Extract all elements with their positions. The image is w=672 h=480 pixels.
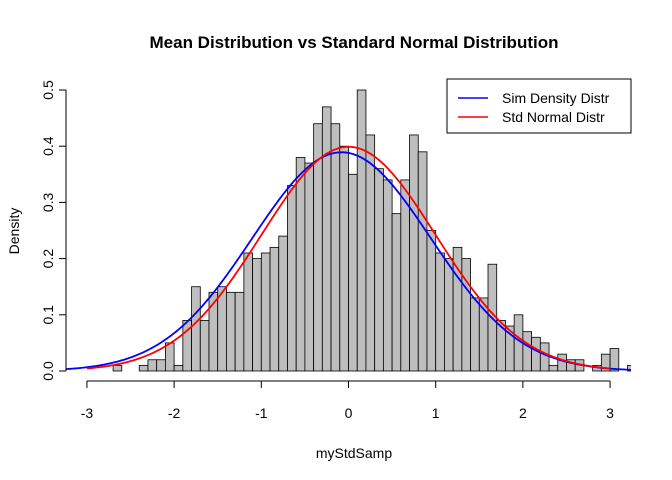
x-tick-label: 1 [432, 405, 440, 421]
legend: Sim Density Distr Std Normal Distr [446, 78, 632, 134]
histogram-bar [400, 179, 410, 372]
histogram-bar [164, 342, 175, 372]
histogram-bar [217, 286, 227, 372]
histogram-bar [365, 134, 376, 372]
histogram-bar [348, 173, 358, 372]
histogram-bar [522, 331, 533, 372]
legend-label-sim-density: Sim Density Distr [502, 90, 610, 106]
histogram-bar [409, 134, 419, 372]
histogram-bar [470, 297, 480, 372]
histogram-bar [295, 157, 306, 372]
std-normal-curve [86, 145, 611, 370]
histogram-bar [191, 286, 201, 372]
histogram-bar [444, 258, 454, 372]
histogram-bar [138, 364, 149, 372]
histogram-bar [426, 230, 437, 372]
y-tick-label: 0.5 [40, 80, 56, 100]
x-axis: -3 -2 -1 0 1 2 3 [81, 380, 614, 421]
histogram-bar [339, 145, 349, 372]
y-axis: 0.0 0.1 0.2 0.3 0.4 0.5 [40, 80, 67, 381]
y-tick-label: 0.0 [40, 361, 56, 381]
histogram-bar [496, 320, 506, 372]
histogram-bar [260, 252, 271, 372]
histogram-bar [609, 348, 620, 372]
density-curves [66, 145, 631, 371]
y-tick-label: 0.1 [40, 305, 56, 325]
histogram-bar [391, 213, 402, 372]
x-tick-label: -1 [255, 405, 268, 421]
chart-title: Mean Distribution vs Standard Normal Dis… [150, 33, 559, 52]
histogram-bar [417, 151, 428, 372]
x-tick-label: -3 [81, 405, 94, 421]
histogram-bar [243, 252, 253, 372]
histogram-bar [548, 364, 559, 372]
x-axis-label: myStdSamp [316, 445, 392, 461]
legend-box [446, 78, 632, 134]
histogram-bar [304, 162, 315, 372]
histogram-bar [112, 364, 123, 372]
histogram-bar [435, 252, 445, 372]
y-tick-label: 0.4 [40, 136, 56, 156]
x-tick-label: -2 [168, 405, 181, 421]
histogram-bar [452, 246, 463, 372]
histogram-bar [330, 123, 341, 372]
histogram-bar [374, 168, 384, 372]
x-tick-label: 3 [606, 405, 614, 421]
histogram-bar [539, 342, 550, 372]
histogram-bar [557, 353, 567, 372]
legend-label-std-normal: Std Normal Distr [502, 109, 605, 125]
y-tick-label: 0.3 [40, 192, 56, 212]
histogram-bar [382, 179, 393, 372]
histogram-bar [627, 364, 631, 372]
y-axis-label: Density [6, 208, 22, 255]
histogram-bar [226, 291, 236, 372]
sim-density-curve [66, 151, 631, 371]
histogram-bar [156, 359, 166, 372]
histogram-bar [531, 336, 541, 372]
x-tick-label: 2 [519, 405, 527, 421]
histogram-bar [321, 106, 332, 372]
histogram-bar [199, 320, 210, 372]
histogram-bar [278, 235, 288, 372]
histogram-bars [112, 89, 631, 372]
histogram-bar [356, 89, 367, 372]
histogram-bar [287, 185, 297, 372]
histogram-bar [173, 364, 184, 372]
y-tick-label: 0.2 [40, 249, 56, 269]
x-tick-label: 0 [345, 405, 353, 421]
histogram-bar [234, 291, 245, 372]
histogram-bar [147, 359, 158, 372]
histogram-bar [269, 246, 280, 372]
histogram-bar [252, 258, 262, 372]
